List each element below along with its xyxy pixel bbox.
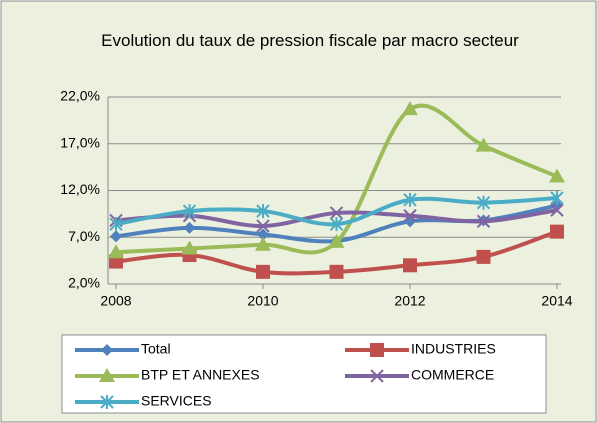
data-point <box>403 209 417 223</box>
data-point <box>257 228 269 241</box>
legend-label: COMMERCE <box>411 367 494 383</box>
data-point <box>550 190 564 205</box>
y-tick-label: 2,0% <box>68 275 100 291</box>
data-point <box>476 214 491 229</box>
legend-box <box>61 334 547 414</box>
legend-label: BTP ET ANNEXES <box>141 367 260 383</box>
data-point <box>182 204 197 219</box>
x-tick-label: 2010 <box>247 293 278 309</box>
legend-label: SERVICES <box>141 393 212 409</box>
data-point <box>329 217 344 232</box>
y-tick-label: 17,0% <box>60 134 100 150</box>
legend-label: Total <box>141 341 171 357</box>
data-point <box>109 217 123 232</box>
data-point <box>476 249 491 264</box>
y-tick-label: 12,0% <box>60 181 100 197</box>
x-tick-label: 2012 <box>394 293 425 309</box>
data-point <box>329 264 344 279</box>
data-point <box>183 221 196 234</box>
chart-title: Evolution du taux de pression fiscale pa… <box>101 31 519 50</box>
legend-marker <box>99 368 115 382</box>
data-point <box>550 203 564 217</box>
legend-label: INDUSTRIES <box>411 341 496 357</box>
legend-marker <box>100 395 114 409</box>
data-point <box>403 258 417 273</box>
data-point <box>402 101 418 116</box>
x-tick-label: 2008 <box>100 293 131 309</box>
data-point <box>256 204 270 219</box>
data-point <box>475 137 492 152</box>
data-point <box>329 206 344 220</box>
legend-marker <box>370 369 384 383</box>
data-point <box>403 192 417 207</box>
data-point <box>181 240 198 255</box>
y-tick-label: 22,0% <box>60 88 100 104</box>
data-point <box>256 264 270 279</box>
data-point <box>328 233 345 248</box>
legend-marker <box>370 343 384 357</box>
data-point <box>255 236 271 251</box>
data-point <box>476 195 491 210</box>
data-point <box>110 230 122 243</box>
data-point <box>549 168 565 183</box>
x-tick-label: 2014 <box>541 293 572 309</box>
data-point <box>256 219 270 233</box>
y-tick-label: 7,0% <box>68 228 100 244</box>
legend-marker <box>101 344 113 356</box>
data-point <box>108 244 124 259</box>
data-point <box>550 224 564 239</box>
title-box: Evolution du taux de pression fiscale pa… <box>101 31 519 50</box>
